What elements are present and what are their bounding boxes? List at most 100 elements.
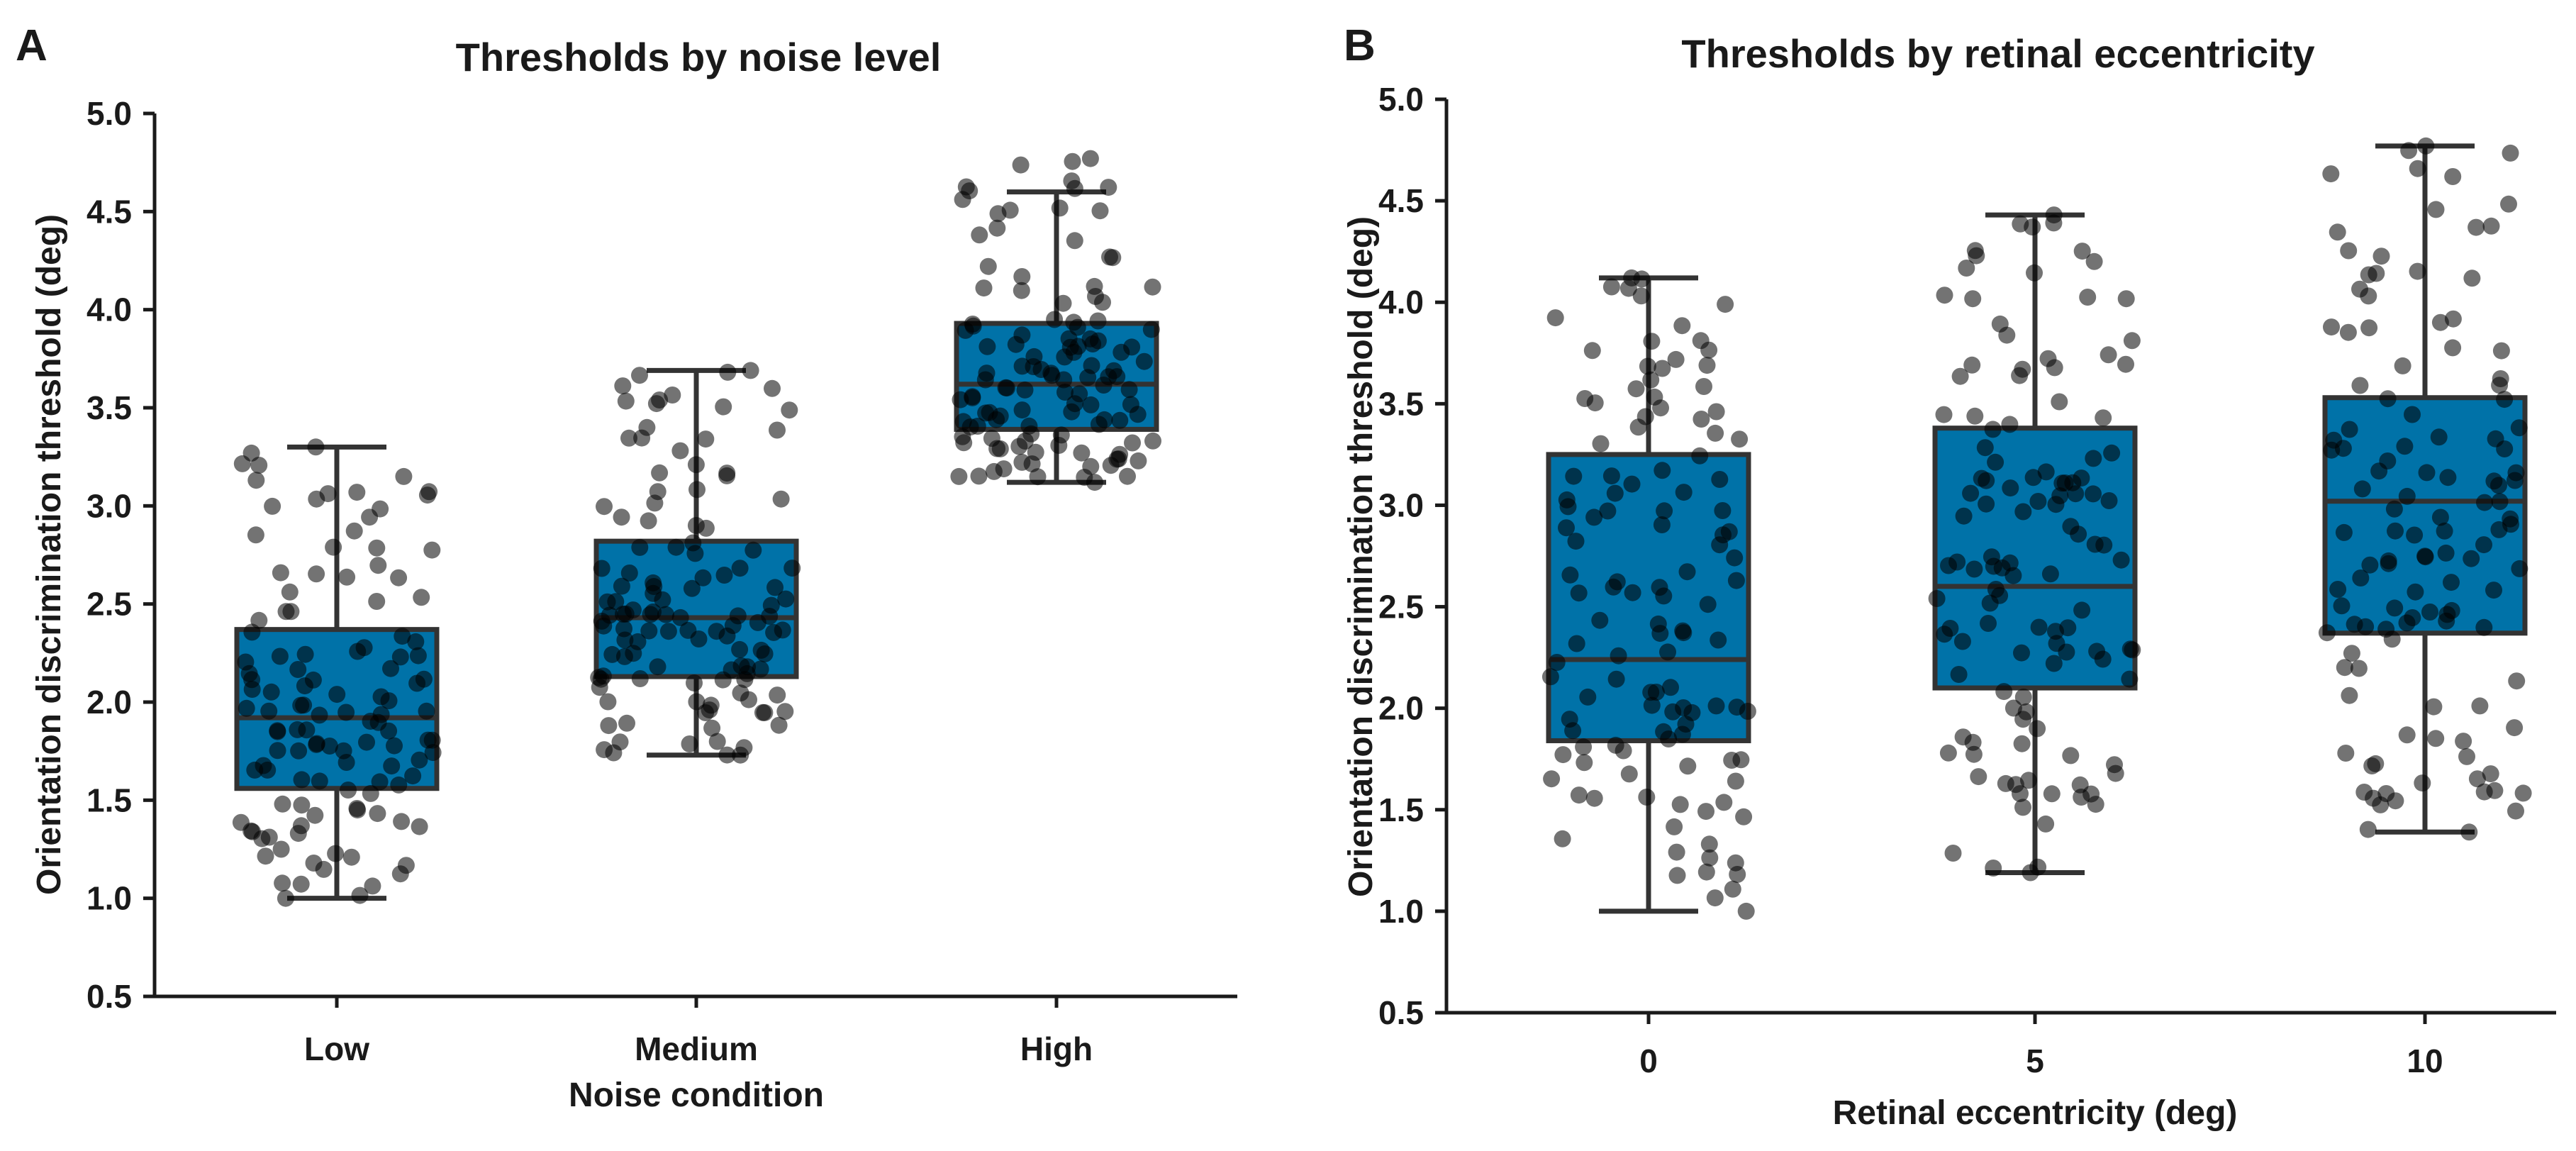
data-point: [2079, 289, 2097, 306]
data-point: [718, 746, 736, 764]
data-point: [409, 647, 427, 665]
data-point: [654, 591, 671, 608]
data-point: [404, 767, 422, 785]
data-point: [764, 379, 781, 397]
data-point: [1678, 563, 1696, 581]
data-point: [631, 670, 649, 687]
data-point: [2431, 313, 2449, 331]
data-point: [2409, 160, 2426, 177]
data-point: [1086, 277, 1103, 295]
data-point: [250, 457, 268, 474]
data-point: [1122, 396, 1139, 413]
data-point: [1649, 615, 1667, 633]
data-point: [1987, 581, 2005, 598]
data-point: [2444, 310, 2462, 328]
data-point: [413, 589, 430, 606]
data-point: [715, 567, 733, 584]
data-point: [1615, 742, 1632, 760]
data-point: [1013, 326, 1031, 344]
data-point: [2001, 416, 2019, 433]
data-point: [1966, 560, 1983, 578]
data-point: [255, 757, 272, 774]
data-point: [395, 467, 413, 485]
data-point: [1602, 467, 1620, 485]
panel-a: A Thresholds by noise level 0.5 1.0 1.5 2.0…: [16, 21, 1237, 1114]
data-point: [1065, 313, 1083, 331]
data-point: [358, 733, 375, 751]
data-point: [2430, 428, 2448, 446]
data-point: [349, 643, 367, 660]
data-point: [1944, 845, 1962, 862]
data-point: [2029, 720, 2046, 738]
data-point: [752, 641, 770, 659]
data-point: [2002, 479, 2019, 497]
data-point: [1958, 260, 1975, 277]
data-point: [2507, 802, 2524, 820]
data-point: [2086, 535, 2104, 553]
y-tick-label: 0.5: [1378, 994, 1424, 1031]
data-point: [292, 696, 310, 714]
data-point: [307, 438, 325, 456]
data-point: [1710, 631, 1727, 649]
data-point: [1965, 745, 1983, 763]
data-point: [2353, 480, 2371, 498]
data-point: [1717, 296, 1734, 313]
data-point: [2476, 494, 2493, 511]
data-point: [2425, 698, 2443, 716]
data-point: [369, 557, 387, 574]
data-point: [293, 796, 311, 814]
data-point: [1695, 378, 1712, 395]
panel-b-y-ticks: 0.5 1.0 1.5 2.0 2.5 3.0 3.5 4.0 4.5 5.0: [1378, 81, 1446, 1031]
x-tick-label: 0: [1639, 1042, 1658, 1079]
data-point: [2368, 265, 2385, 282]
data-point: [777, 590, 795, 608]
data-point: [242, 822, 260, 840]
data-point: [407, 633, 425, 650]
data-point: [1100, 179, 1117, 196]
data-point: [342, 848, 360, 866]
data-point: [2475, 618, 2493, 636]
data-point: [766, 579, 784, 596]
data-point: [985, 462, 1003, 480]
panel-a-y-ticks: 0.5 1.0 1.5 2.0 2.5 3.0 3.5 4.0 4.5 5.0: [87, 95, 155, 1015]
data-point: [2045, 655, 2063, 672]
data-point: [975, 279, 993, 297]
data-point: [1693, 411, 1710, 428]
data-point: [686, 545, 704, 562]
data-point: [2500, 195, 2517, 213]
data-point: [2510, 419, 2528, 437]
data-point: [2400, 142, 2418, 160]
data-point: [2020, 772, 2037, 789]
data-point: [2095, 409, 2112, 427]
data-point: [2062, 747, 2080, 764]
data-point: [1953, 633, 1971, 650]
data-point: [2024, 218, 2041, 236]
data-point: [1629, 418, 1647, 436]
data-point: [1056, 384, 1074, 401]
data-point: [1655, 587, 1673, 605]
data-point: [262, 683, 280, 701]
data-point: [2386, 599, 2404, 617]
data-point: [776, 703, 794, 721]
data-point: [364, 877, 381, 895]
data-point: [351, 886, 369, 904]
y-tick-label: 1.0: [87, 880, 132, 917]
data-point: [2030, 618, 2048, 636]
data-point: [1731, 430, 1749, 448]
data-point: [311, 772, 328, 790]
data-point: [1576, 754, 1593, 772]
data-point: [1076, 469, 1093, 486]
data-point: [1583, 342, 1601, 360]
data-point: [1060, 330, 1078, 347]
data-point: [1691, 447, 1709, 465]
data-point: [1576, 390, 1594, 407]
data-point: [1083, 357, 1100, 374]
data-point: [2329, 223, 2346, 241]
data-point: [1707, 424, 1724, 442]
data-point: [1711, 471, 1729, 488]
data-point: [1055, 371, 1073, 389]
data-point: [397, 857, 415, 874]
data-point: [1558, 491, 1576, 508]
data-point: [2013, 644, 2030, 662]
data-point: [2427, 730, 2445, 747]
